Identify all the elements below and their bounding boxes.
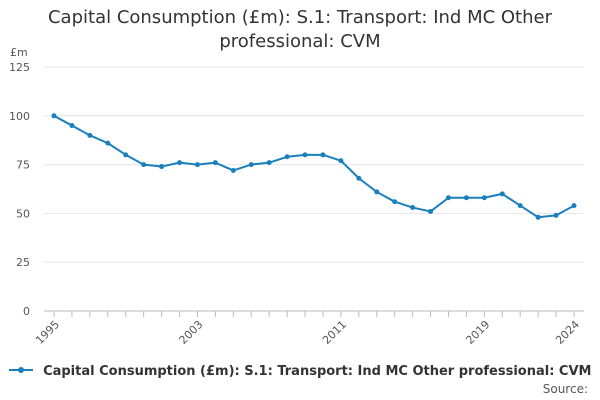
data-point[interactable] [553, 212, 559, 218]
legend: Capital Consumption (£m): S.1: Transport… [0, 364, 600, 379]
data-point[interactable] [123, 152, 129, 158]
data-point[interactable] [463, 195, 469, 201]
chart-title: Capital Consumption (£m): S.1: Transport… [0, 6, 600, 54]
chart-title-line-2: professional: CVM [219, 31, 381, 52]
y-tick-label: 125 [9, 61, 30, 74]
legend-swatch [8, 366, 33, 373]
data-point[interactable] [284, 154, 290, 160]
x-tick-label: 2003 [177, 318, 206, 347]
data-point[interactable] [51, 113, 57, 119]
y-tick-label: 75 [16, 159, 30, 172]
data-point[interactable] [266, 160, 272, 166]
x-tick-label: 2019 [463, 318, 492, 347]
data-point[interactable] [356, 175, 362, 181]
legend-label: Capital Consumption (£m): S.1: Transport… [43, 364, 592, 379]
x-tick-label: 1995 [33, 318, 62, 347]
data-point[interactable] [428, 208, 434, 214]
data-point[interactable] [481, 195, 487, 201]
chart-title-line-1: Capital Consumption (£m): S.1: Transport… [47, 7, 553, 28]
data-point[interactable] [338, 158, 344, 164]
y-axis-label: £m [10, 46, 28, 59]
data-point[interactable] [87, 132, 93, 138]
y-tick-label: 50 [16, 207, 30, 220]
series [51, 113, 577, 220]
x-tick-label: 2024 [553, 318, 582, 347]
data-point[interactable] [517, 203, 523, 209]
data-point[interactable] [212, 160, 218, 166]
data-point[interactable] [194, 162, 200, 168]
y-tick-label: 25 [16, 256, 30, 269]
data-point[interactable] [105, 140, 111, 146]
data-point[interactable] [535, 214, 541, 220]
series-line [53, 114, 575, 219]
data-point[interactable] [410, 205, 416, 211]
data-point[interactable] [230, 167, 236, 173]
data-point[interactable] [159, 164, 165, 170]
data-point[interactable] [499, 191, 505, 197]
source-label: Source: [542, 382, 588, 396]
data-point[interactable] [392, 199, 398, 205]
gridlines [44, 66, 584, 312]
data-point[interactable] [177, 160, 183, 166]
data-point[interactable] [141, 162, 147, 168]
axes: 0 25 50 75 100 125 £m 1995 2003 2011 2019 2024 [9, 46, 582, 347]
data-point[interactable] [248, 162, 254, 168]
y-tick-label: 0 [23, 305, 30, 318]
data-point[interactable] [374, 189, 380, 195]
y-tick-label: 100 [9, 110, 30, 123]
data-point[interactable] [320, 152, 326, 158]
data-point[interactable] [69, 123, 75, 129]
data-point[interactable] [445, 195, 451, 201]
x-tick-label: 2011 [320, 318, 349, 347]
data-point[interactable] [302, 152, 308, 158]
data-point[interactable] [571, 203, 577, 209]
